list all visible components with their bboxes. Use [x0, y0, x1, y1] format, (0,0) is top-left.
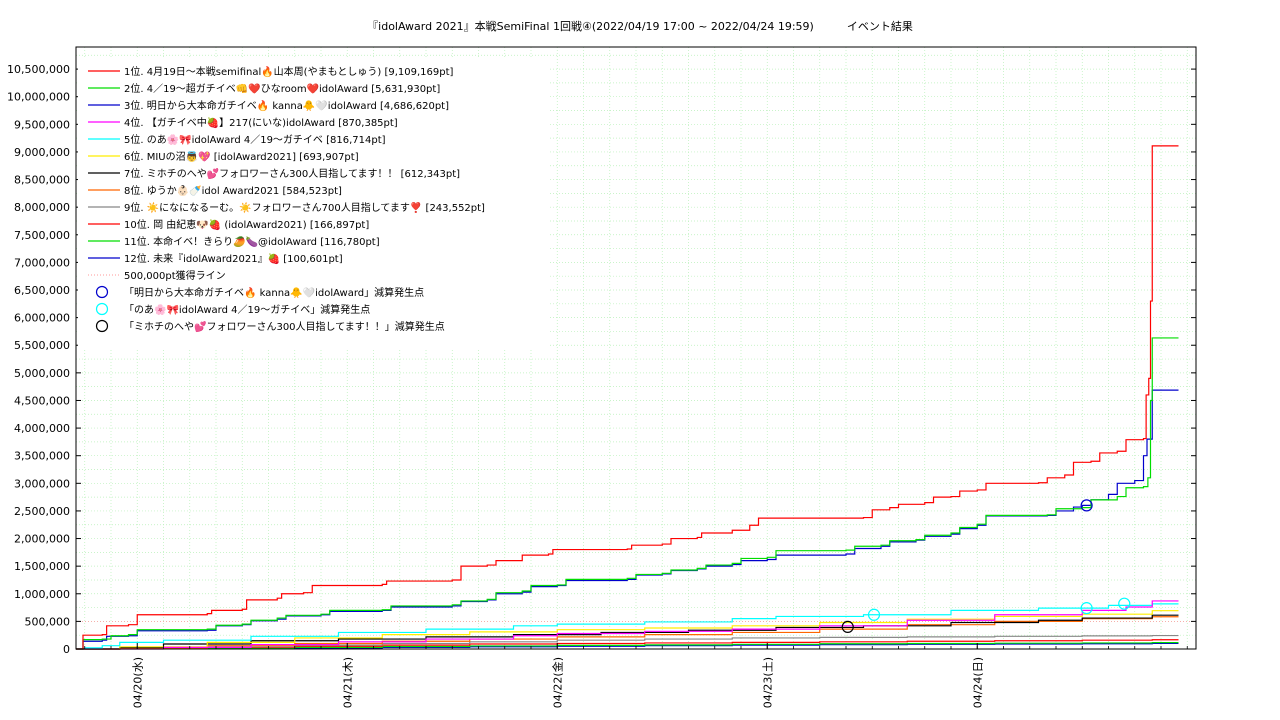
legend-entry: 「のあ🌸🎀idolAward 4／19〜ガチイベ」減算発生点	[124, 303, 370, 316]
legend-marker-swatch	[95, 285, 109, 299]
legend-box	[78, 59, 548, 349]
legend-entry: 5位. のあ🌸🎀idolAward 4／19〜ガチイベ [816,714pt]	[124, 133, 386, 146]
series-layer	[76, 145, 1179, 650]
legend-entry: 6位. MIUの沼👼💖 [idolAward2021] [693,907pt]	[124, 150, 359, 163]
axis-layer: 0 500,000 1,000,000 1,500,000 2,000,000 2,500…	[7, 63, 1196, 708]
legend-entry: 500,000pt獲得ライン	[124, 269, 226, 282]
y-tick-label: 8,000,000	[14, 201, 70, 214]
series-line	[76, 337, 1179, 650]
y-tick-label: 7,000,000	[14, 256, 70, 269]
drop-marker	[841, 620, 854, 634]
y-tick-label: 1,000,000	[14, 588, 70, 601]
y-tick-label: 9,500,000	[14, 118, 70, 131]
legend-marker-swatch	[95, 302, 109, 316]
y-tick-label: 6,500,000	[14, 284, 70, 297]
legend: 1位. 4月19日〜本戦semifinal🔥山本周(やまもとしゅう) [9,10…	[78, 59, 548, 349]
y-tick-label: 1,500,000	[14, 560, 70, 573]
chart-title: 『idolAward 2021』本戦SemiFinal 1回戦④(2022/04…	[367, 19, 913, 33]
y-tick-label: 10,500,000	[7, 63, 70, 76]
y-tick-label: 3,500,000	[14, 450, 70, 463]
y-tick-label: 5,500,000	[14, 339, 70, 352]
series-line	[76, 610, 1179, 650]
y-tick-label: 7,500,000	[14, 229, 70, 242]
x-tick-label: 04/20(水)	[131, 657, 144, 708]
x-tick-label: 04/21(木)	[341, 657, 354, 708]
series-line	[76, 600, 1179, 650]
y-tick-label: 5,000,000	[14, 367, 70, 380]
marker-layer	[841, 499, 1131, 634]
legend-entry: 4位. 【ガチイベ中🍓】217(にいな)idolAward [870,385pt…	[124, 116, 398, 129]
legend-entry: 「ミホチのへや💕フォロワーさん300人目指してます！！」減算発生点	[124, 320, 445, 333]
y-tick-label: 4,000,000	[14, 422, 70, 435]
y-tick-label: 500,000	[25, 615, 71, 628]
x-tick-label: 04/24(日)	[971, 657, 984, 708]
y-tick-label: 10,000,000	[7, 91, 70, 104]
series-line	[76, 145, 1179, 650]
x-tick-label: 04/22(金)	[550, 657, 564, 708]
drop-marker	[867, 608, 881, 621]
y-tick-label: 6,000,000	[14, 312, 70, 325]
legend-entry: 7位. ミホチのへや💕フォロワーさん300人目指してます！！ [612,343p…	[124, 167, 460, 180]
legend-entry: 「明日から大本命ガチイベ🔥 kanna🐥🤍idolAward」減算発生点	[124, 286, 424, 299]
series-line	[76, 603, 1179, 650]
legend-marker-swatch	[95, 319, 109, 333]
y-tick-label: 4,500,000	[14, 394, 70, 407]
x-tick-label: 04/23(土)	[761, 657, 774, 708]
drop-marker	[1118, 597, 1131, 610]
legend-entry: 9位. ☀️になになるーむ。☀️フォロワーさん700人目指してます❣️ [243…	[124, 201, 485, 214]
legend-entry: 2位. 4／19〜超ガチイベ👊❤️ひなroom❤️idolAward [5,63…	[124, 82, 440, 95]
legend-entry: 8位. ゆうか👶🏻🍼idol Award2021 [584,523pt]	[124, 184, 342, 197]
legend-entry: 1位. 4月19日〜本戦semifinal🔥山本周(やまもとしゅう) [9,10…	[124, 65, 454, 78]
legend-entry: 11位. 本命イベ！きらり🥭🍆@idolAward [116,780pt]	[124, 235, 380, 248]
y-tick-label: 2,500,000	[14, 505, 70, 518]
y-tick-label: 3,000,000	[14, 477, 70, 490]
drop-marker	[1080, 499, 1093, 512]
legend-entry: 10位. 岡 由紀恵🐶🍓 (idolAward2021) [166,897pt]	[124, 218, 369, 231]
y-tick-label: 0	[63, 643, 70, 656]
y-tick-label: 8,500,000	[14, 174, 70, 187]
legend-entry: 12位. 未来『idolAward2021』🍓 [100,601pt]	[124, 252, 343, 265]
y-tick-label: 9,000,000	[14, 146, 70, 159]
legend-entry: 3位. 明日から大本命ガチイベ🔥 kanna🐥🤍idolAward [4,686…	[124, 99, 449, 112]
drop-marker	[1080, 602, 1093, 615]
y-tick-label: 2,000,000	[14, 533, 70, 546]
